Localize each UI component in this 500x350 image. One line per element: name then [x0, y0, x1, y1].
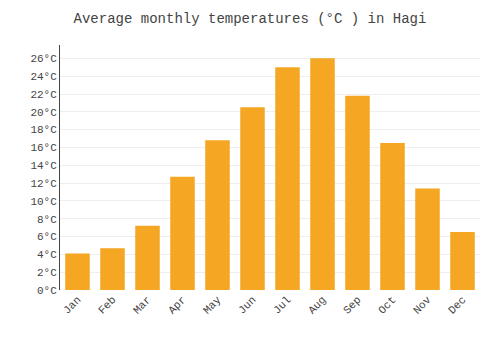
svg-text:10°C: 10°C — [30, 196, 57, 208]
svg-text:2°C: 2°C — [37, 267, 57, 279]
svg-text:Dec: Dec — [446, 294, 468, 316]
svg-text:Aug: Aug — [306, 294, 328, 316]
svg-text:20°C: 20°C — [30, 107, 57, 119]
svg-text:Mar: Mar — [131, 294, 153, 316]
svg-text:14°C: 14°C — [30, 160, 57, 172]
svg-text:Jan: Jan — [61, 294, 83, 316]
svg-text:8°C: 8°C — [37, 214, 57, 226]
svg-text:6°C: 6°C — [37, 231, 57, 243]
svg-text:16°C: 16°C — [30, 142, 57, 154]
svg-text:Oct: Oct — [376, 294, 398, 316]
svg-text:22°C: 22°C — [30, 89, 57, 101]
svg-text:12°C: 12°C — [30, 178, 57, 190]
svg-text:0°C: 0°C — [37, 285, 57, 297]
svg-text:May: May — [201, 294, 224, 317]
svg-text:Sep: Sep — [341, 294, 363, 316]
svg-text:Jul: Jul — [271, 294, 293, 316]
svg-text:26°C: 26°C — [30, 53, 57, 65]
svg-text:Nov: Nov — [411, 294, 434, 317]
svg-text:24°C: 24°C — [30, 71, 57, 83]
svg-text:Jun: Jun — [236, 294, 258, 316]
svg-text:Feb: Feb — [96, 294, 118, 316]
svg-text:4°C: 4°C — [37, 249, 57, 261]
svg-text:18°C: 18°C — [30, 124, 57, 136]
svg-text:Apr: Apr — [166, 294, 188, 316]
svg-text:Average monthly temperatures (: Average monthly temperatures (°C ) in Ha… — [74, 11, 427, 27]
